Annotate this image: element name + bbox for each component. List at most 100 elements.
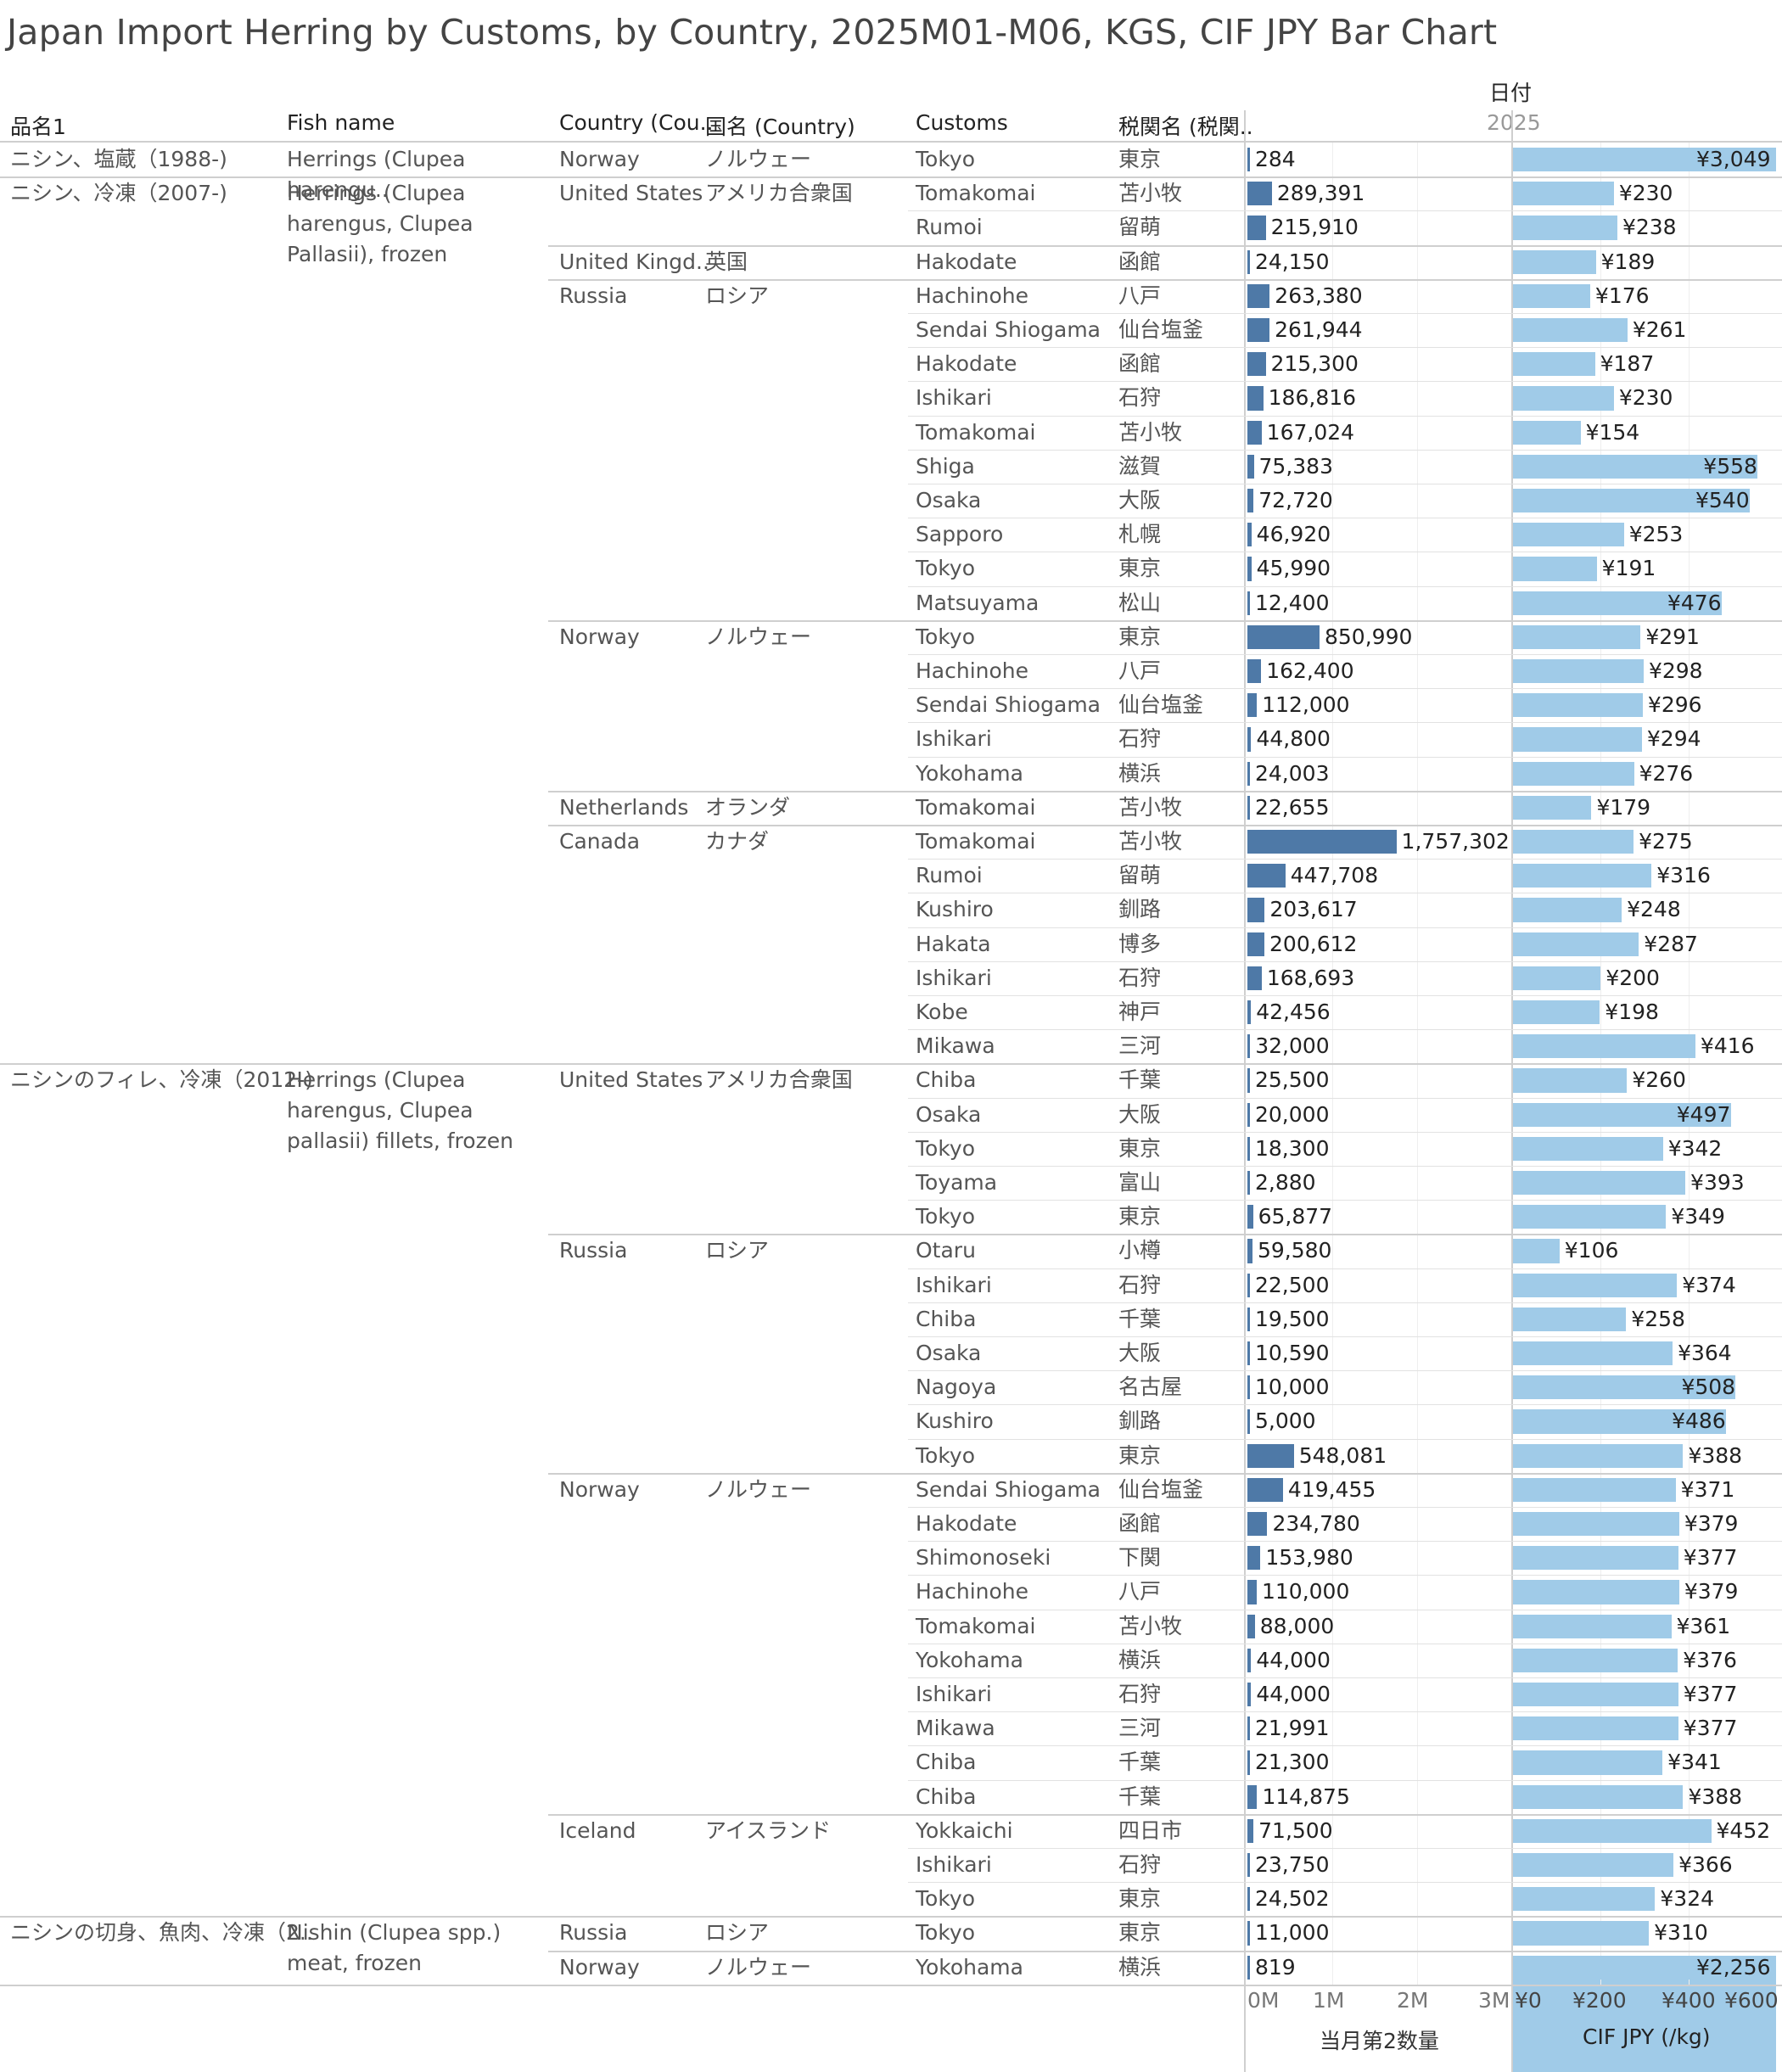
customs-name-jp: 苫小牧 xyxy=(1118,419,1183,445)
row-divider xyxy=(908,1575,1782,1576)
customs-name: Chiba xyxy=(916,1750,977,1775)
quantity-bar xyxy=(1247,1000,1252,1025)
quantity-label: 12,400 xyxy=(1255,590,1330,615)
customs-name-jp: 留萌 xyxy=(1118,215,1162,240)
price-label: ¥260 xyxy=(1632,1067,1686,1093)
row-divider xyxy=(908,722,1782,724)
quantity-bar xyxy=(1247,420,1262,445)
customs-name-jp: 千葉 xyxy=(1118,1784,1162,1809)
price-label: ¥341 xyxy=(1667,1750,1722,1775)
quantity-label: 21,300 xyxy=(1255,1750,1330,1775)
price-axis-title-background xyxy=(1513,1977,1776,2072)
quantity-label: 71,500 xyxy=(1258,1817,1333,1843)
customs-name-jp: 大阪 xyxy=(1118,1341,1162,1365)
customs-name-jp: 八戸 xyxy=(1118,283,1162,308)
customs-name: Rumoi xyxy=(916,215,983,240)
price-label: ¥176 xyxy=(1594,283,1650,308)
quantity-bar xyxy=(1247,1341,1250,1366)
quantity-bar xyxy=(1247,1273,1250,1297)
row-divider xyxy=(908,1029,1782,1031)
row-divider xyxy=(908,210,1782,212)
price-label: ¥379 xyxy=(1684,1511,1739,1536)
quantity-label: 289,391 xyxy=(1276,181,1365,206)
header-country-en: Country (Cou.. xyxy=(559,110,714,135)
price-label: ¥287 xyxy=(1644,931,1698,956)
customs-name-jp: 石狩 xyxy=(1118,1682,1162,1706)
quantity-label: 75,383 xyxy=(1258,453,1333,479)
quantity-label: 203,617 xyxy=(1269,897,1358,922)
customs-name-jp: 苫小牧 xyxy=(1118,181,1183,206)
header-country-jp: 国名 (Country) xyxy=(705,115,855,139)
customs-name: Tomakomai xyxy=(916,829,1036,854)
quantity-label: 18,300 xyxy=(1255,1135,1330,1161)
customs-name: Sendai Shiogama xyxy=(916,317,1101,342)
customs-name: Osaka xyxy=(916,488,982,512)
customs-name-jp: 函館 xyxy=(1118,1511,1162,1536)
price-label: ¥452 xyxy=(1716,1817,1771,1843)
customs-name: Shimonoseki xyxy=(916,1545,1051,1571)
customs-name: Hachinohe xyxy=(916,283,1029,308)
country-divider xyxy=(548,825,1782,826)
customs-name: Tokyo xyxy=(916,624,975,649)
quantity-label: 44,000 xyxy=(1256,1682,1331,1706)
quantity-bar xyxy=(1247,727,1252,752)
price-bar xyxy=(1513,148,1776,172)
price-label: ¥371 xyxy=(1680,1476,1735,1502)
price-bar xyxy=(1513,1034,1695,1059)
country-name-jp: オランダ xyxy=(705,794,791,820)
quantity-label: 167,024 xyxy=(1266,419,1355,445)
customs-name-jp: 滋賀 xyxy=(1118,453,1162,479)
customs-name: Shiga xyxy=(916,453,975,479)
price-label: ¥276 xyxy=(1639,760,1694,786)
price-tick-400: ¥400 xyxy=(1662,1988,1716,2013)
price-label: ¥497 xyxy=(1676,1101,1731,1127)
quantity-bar xyxy=(1247,1818,1254,1843)
price-label: ¥377 xyxy=(1683,1682,1738,1706)
country-name-en: Russia xyxy=(559,283,628,308)
quantity-label: 65,877 xyxy=(1258,1204,1333,1229)
price-bar xyxy=(1513,1443,1684,1468)
qty-tick-1: 1M xyxy=(1313,1988,1345,2013)
customs-name-jp: 留萌 xyxy=(1118,863,1162,888)
quantity-bar xyxy=(1247,352,1266,377)
price-label: ¥179 xyxy=(1596,794,1651,820)
table-bottom-line xyxy=(0,1984,1782,1986)
price-label: ¥486 xyxy=(1672,1408,1726,1434)
price-label: ¥291 xyxy=(1645,624,1700,649)
row-divider xyxy=(908,1745,1782,1747)
price-label: ¥393 xyxy=(1690,1170,1745,1195)
customs-name: Sendai Shiogama xyxy=(916,1476,1101,1502)
price-label: ¥2,256 xyxy=(1696,1954,1771,1980)
price-bar xyxy=(1513,966,1601,990)
country-name-en: Norway xyxy=(559,147,640,171)
qty-tick-3: 3M xyxy=(1478,1988,1510,2013)
row-divider xyxy=(908,347,1782,349)
price-label: ¥376 xyxy=(1683,1647,1737,1672)
row-divider xyxy=(908,1200,1782,1201)
quantity-pane-divider xyxy=(1244,110,1246,2072)
customs-name: Tokyo xyxy=(916,1442,975,1468)
price-label: ¥364 xyxy=(1678,1341,1732,1365)
price-label: ¥349 xyxy=(1671,1204,1725,1229)
quantity-label: 1,757,302 xyxy=(1401,829,1510,854)
quantity-bar xyxy=(1247,216,1266,240)
quantity-label: 11,000 xyxy=(1255,1920,1330,1946)
price-bar xyxy=(1513,1546,1678,1571)
customs-name-jp: 東京 xyxy=(1118,624,1162,649)
country-name-en: Iceland xyxy=(559,1817,636,1843)
country-name-en: Russia xyxy=(559,1920,628,1946)
fish-name: Herrings (Clupea harengu.. xyxy=(287,147,466,202)
quantity-label: 447,708 xyxy=(1290,863,1379,888)
quantity-bar xyxy=(1247,1409,1250,1434)
price-bar xyxy=(1513,216,1617,240)
quantity-label: 234,780 xyxy=(1272,1511,1360,1536)
quantity-bar xyxy=(1247,454,1254,479)
quantity-bar xyxy=(1247,1068,1250,1093)
price-bar xyxy=(1513,1171,1686,1196)
price-label: ¥508 xyxy=(1681,1375,1736,1400)
price-label: ¥324 xyxy=(1660,1886,1715,1912)
quantity-bar xyxy=(1247,1614,1255,1638)
row-divider xyxy=(908,415,1782,417)
quantity-label: 186,816 xyxy=(1268,385,1357,411)
price-label: ¥275 xyxy=(1639,829,1693,854)
